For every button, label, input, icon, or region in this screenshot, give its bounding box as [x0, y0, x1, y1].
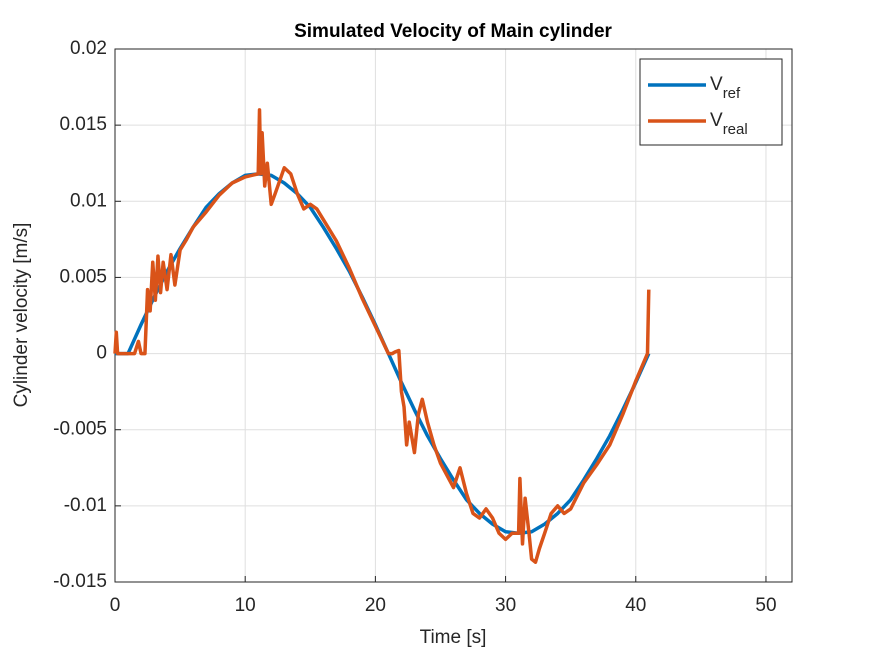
y-axis-label: Cylinder velocity [m/s] [11, 223, 32, 408]
y-tick-label: 0.02 [70, 38, 107, 59]
chart-title: Simulated Velocity of Main cylinder [294, 21, 612, 42]
y-tick-label: 0.015 [59, 114, 107, 135]
y-tick-label: 0.005 [59, 266, 107, 287]
legend-label: Vreal [710, 110, 748, 138]
x-axis-label: Time [s] [420, 627, 487, 648]
y-tick-label: 0 [96, 343, 107, 364]
legend-label: Vref [710, 74, 741, 102]
y-tick-label: -0.005 [53, 419, 107, 440]
x-tick-label: 50 [755, 595, 776, 616]
series-line [113, 108, 651, 564]
x-tick-label: 0 [110, 595, 121, 616]
x-tick-label: 30 [495, 595, 516, 616]
y-tick-label: 0.01 [70, 190, 107, 211]
y-tick-label: -0.01 [64, 495, 107, 516]
x-tick-label: 40 [625, 595, 646, 616]
y-tick-label: -0.015 [53, 571, 107, 592]
x-tick-label: 20 [365, 595, 386, 616]
legend-box [639, 58, 783, 146]
x-tick-label: 10 [235, 595, 256, 616]
plot-frame [114, 48, 793, 583]
